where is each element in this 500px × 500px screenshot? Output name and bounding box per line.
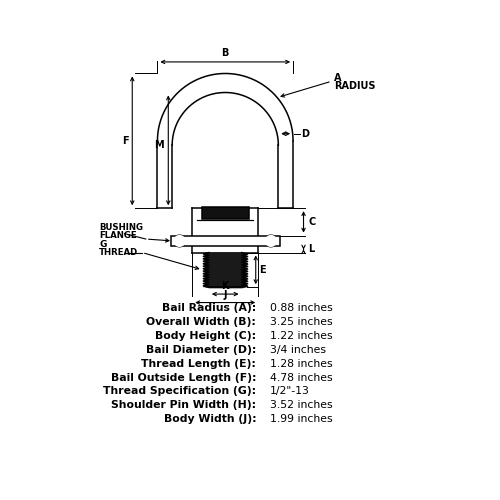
Text: Overall Width (B):: Overall Width (B): xyxy=(146,317,256,327)
Text: 1.99 inches: 1.99 inches xyxy=(270,414,332,424)
Text: 1.28 inches: 1.28 inches xyxy=(270,359,332,369)
Text: THREAD: THREAD xyxy=(100,248,138,257)
Text: C: C xyxy=(308,217,316,227)
Text: 3/4 inches: 3/4 inches xyxy=(270,345,326,355)
Text: 3.25 inches: 3.25 inches xyxy=(270,317,332,327)
Text: Thread Specification (G):: Thread Specification (G): xyxy=(103,386,256,396)
Text: 3.52 inches: 3.52 inches xyxy=(270,400,332,410)
Text: 4.78 inches: 4.78 inches xyxy=(270,372,332,382)
Text: B: B xyxy=(222,48,229,58)
Text: J: J xyxy=(224,290,227,300)
Text: G: G xyxy=(100,240,106,248)
Circle shape xyxy=(266,236,276,246)
Text: Bail Diameter (D):: Bail Diameter (D): xyxy=(146,345,256,355)
Circle shape xyxy=(174,236,185,246)
Text: M: M xyxy=(154,140,164,149)
Bar xyxy=(171,236,280,246)
Text: L: L xyxy=(308,244,314,254)
Text: 1/2"-13: 1/2"-13 xyxy=(270,386,310,396)
Text: F: F xyxy=(122,136,128,146)
Text: 0.88 inches: 0.88 inches xyxy=(270,304,332,314)
Text: D: D xyxy=(302,128,310,138)
Text: 1.22 inches: 1.22 inches xyxy=(270,331,332,341)
Text: Bail Radius (A):: Bail Radius (A): xyxy=(162,304,256,314)
Text: BUSHING: BUSHING xyxy=(100,222,144,232)
Text: Bail Outside Length (F):: Bail Outside Length (F): xyxy=(111,372,256,382)
Text: Shoulder Pin Width (H):: Shoulder Pin Width (H): xyxy=(111,400,256,410)
Text: E: E xyxy=(260,265,266,275)
Text: Body Height (C):: Body Height (C): xyxy=(155,331,256,341)
Bar xyxy=(202,206,249,220)
Text: RADIUS: RADIUS xyxy=(334,81,375,91)
Text: FLANGE: FLANGE xyxy=(100,231,137,240)
Text: K: K xyxy=(222,281,229,291)
Text: Thread Length (E):: Thread Length (E): xyxy=(142,359,256,369)
Text: A: A xyxy=(334,74,341,84)
Text: Body Width (J):: Body Width (J): xyxy=(164,414,256,424)
